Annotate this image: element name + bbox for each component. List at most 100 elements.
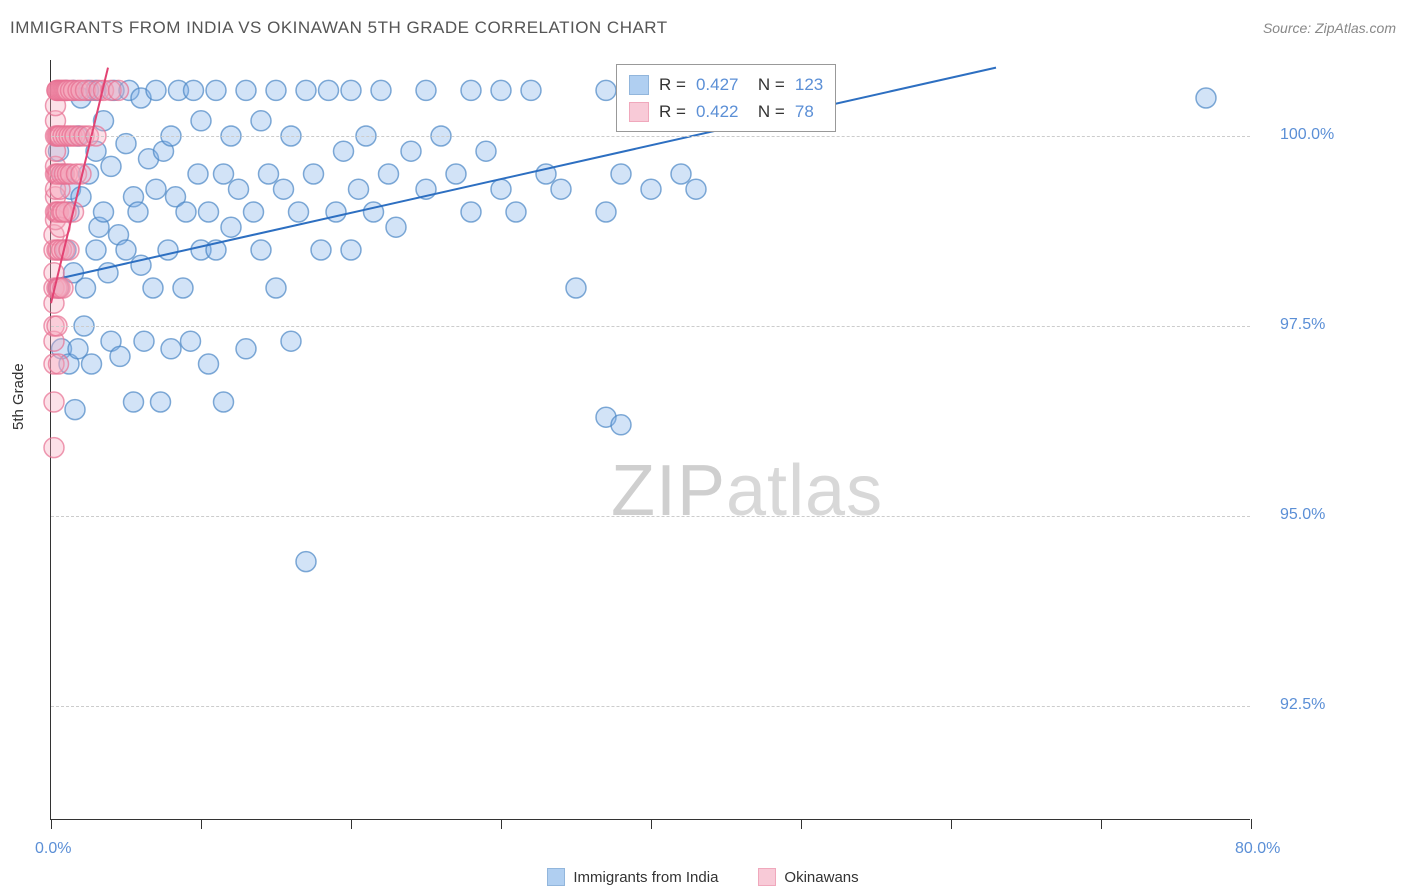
stats-legend: R = 0.427 N = 123R = 0.422 N = 78 [616, 64, 836, 132]
data-point [110, 346, 130, 366]
data-point [236, 339, 256, 359]
data-point [44, 392, 64, 412]
data-point [611, 415, 631, 435]
title-bar: IMMIGRANTS FROM INDIA VS OKINAWAN 5TH GR… [10, 18, 1396, 38]
stat-n-label: N = [748, 71, 784, 98]
stats-legend-row: R = 0.422 N = 78 [629, 98, 823, 125]
x-tick-label: 0.0% [35, 840, 71, 858]
y-tick-label: 95.0% [1280, 506, 1325, 524]
data-point [181, 331, 201, 351]
plot-area: ZIPatlas R = 0.427 N = 123R = 0.422 N = … [50, 60, 1250, 820]
data-point [341, 240, 361, 260]
data-point [158, 240, 178, 260]
data-point [289, 202, 309, 222]
stat-n-label: N = [748, 98, 784, 125]
data-point [86, 240, 106, 260]
data-point [281, 331, 301, 351]
data-point [326, 202, 346, 222]
x-tick [1101, 819, 1102, 829]
legend-label: Okinawans [784, 869, 858, 886]
data-point [566, 278, 586, 298]
stat-r-value: 0.422 [696, 98, 739, 125]
data-point [274, 179, 294, 199]
gridline-h [51, 706, 1250, 707]
source-attribution: Source: ZipAtlas.com [1263, 20, 1396, 36]
data-point [206, 80, 226, 100]
data-point [596, 80, 616, 100]
data-point [199, 354, 219, 374]
data-point [266, 80, 286, 100]
stats-legend-row: R = 0.427 N = 123 [629, 71, 823, 98]
data-point [386, 217, 406, 237]
stat-n-value: 123 [795, 71, 823, 98]
bottom-legend: Immigrants from India Okinawans [0, 868, 1406, 886]
data-point [446, 164, 466, 184]
data-point [146, 179, 166, 199]
data-point [266, 278, 286, 298]
gridline-h [51, 516, 1250, 517]
x-tick-label: 80.0% [1235, 840, 1280, 858]
data-point [416, 80, 436, 100]
data-point [686, 179, 706, 199]
data-point [379, 164, 399, 184]
data-point [251, 111, 271, 131]
data-point [251, 240, 271, 260]
y-axis-label: 5th Grade [10, 363, 27, 430]
data-point [116, 240, 136, 260]
x-tick [951, 819, 952, 829]
data-point [151, 392, 171, 412]
x-tick [1251, 819, 1252, 829]
data-point [401, 141, 421, 161]
data-point [461, 202, 481, 222]
data-point [146, 80, 166, 100]
data-point [349, 179, 369, 199]
data-point [491, 179, 511, 199]
x-tick [501, 819, 502, 829]
data-point [671, 164, 691, 184]
stat-r-value: 0.427 [696, 71, 739, 98]
data-point [128, 202, 148, 222]
y-tick-label: 100.0% [1280, 126, 1334, 144]
data-point [296, 552, 316, 572]
data-point [188, 164, 208, 184]
data-point [143, 278, 163, 298]
data-point [109, 80, 129, 100]
data-point [101, 156, 121, 176]
x-tick [651, 819, 652, 829]
data-point [134, 331, 154, 351]
data-point [44, 438, 64, 458]
data-point [214, 392, 234, 412]
data-point [521, 80, 541, 100]
x-tick [201, 819, 202, 829]
data-point [304, 164, 324, 184]
data-point [506, 202, 526, 222]
data-point [214, 164, 234, 184]
data-point [82, 354, 102, 374]
data-point [311, 240, 331, 260]
x-tick [51, 819, 52, 829]
stat-r-label: R = [659, 98, 686, 125]
legend-label: Immigrants from India [573, 869, 718, 886]
data-point [199, 202, 219, 222]
data-point [173, 278, 193, 298]
data-point [191, 111, 211, 131]
data-point [76, 278, 96, 298]
legend-swatch [629, 75, 649, 95]
stat-r-label: R = [659, 71, 686, 98]
data-point [259, 164, 279, 184]
data-point [364, 202, 384, 222]
data-point [229, 179, 249, 199]
x-tick [351, 819, 352, 829]
legend-swatch [758, 868, 776, 886]
y-tick-label: 92.5% [1280, 696, 1325, 714]
data-point [476, 141, 496, 161]
data-point [65, 400, 85, 420]
chart-title: IMMIGRANTS FROM INDIA VS OKINAWAN 5TH GR… [10, 18, 668, 38]
data-point [611, 164, 631, 184]
data-point [184, 80, 204, 100]
data-point [461, 80, 481, 100]
data-point [334, 141, 354, 161]
bottom-legend-item: Immigrants from India [547, 868, 718, 886]
bottom-legend-item: Okinawans [758, 868, 858, 886]
data-point [94, 202, 114, 222]
